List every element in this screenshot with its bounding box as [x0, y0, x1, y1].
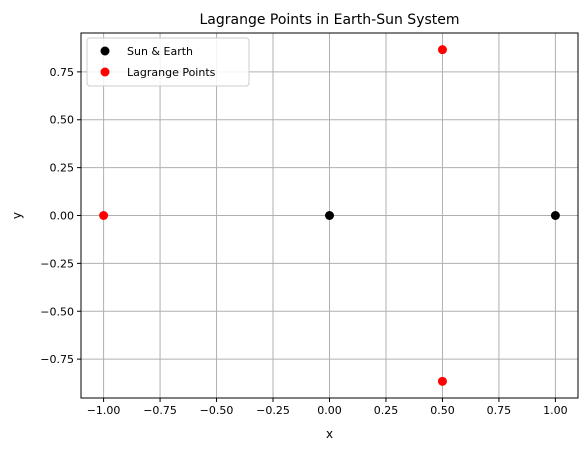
y-axis-label: y — [10, 212, 24, 219]
sun-earth-point — [325, 211, 334, 220]
y-tick-label: 0.75 — [50, 66, 75, 79]
sun-earth-point — [550, 211, 560, 220]
y-tick-label: −0.75 — [40, 353, 74, 366]
x-tick-label: −0.25 — [256, 404, 290, 417]
x-tick-label: −0.75 — [143, 404, 177, 417]
x-tick-label: 0.00 — [317, 404, 342, 417]
x-tick-label: 1.00 — [543, 404, 568, 417]
lagrange-point — [99, 211, 109, 220]
ticks-layer: −1.00 −0.75 −0.50 −0.25 0.00 0.25 0.50 0.75 1.00… — [40, 66, 567, 417]
x-axis-label: x — [326, 427, 333, 441]
points-layer — [99, 45, 560, 386]
x-tick-label: 0.50 — [430, 404, 455, 417]
y-tick-label: 0.00 — [50, 210, 75, 223]
y-tick-label: 0.25 — [50, 162, 75, 175]
y-tick-label: −0.50 — [40, 305, 74, 318]
x-tick-label: 0.25 — [374, 404, 399, 417]
legend-label: Sun & Earth — [127, 45, 193, 58]
chart-title: Lagrange Points in Earth-Sun System — [199, 12, 459, 28]
legend-marker — [100, 46, 110, 56]
y-tick-label: −0.25 — [40, 257, 74, 270]
lagrange-point — [437, 376, 447, 386]
x-tick-label: −0.50 — [200, 404, 234, 417]
legend: Sun & Earth Lagrange Points — [86, 37, 250, 87]
lagrange-point — [437, 45, 447, 55]
x-tick-label: 0.75 — [487, 404, 512, 417]
x-tick-label: −1.00 — [87, 404, 121, 417]
legend-marker — [100, 67, 110, 77]
legend-box — [86, 37, 250, 87]
y-tick-label: 0.50 — [50, 114, 75, 127]
legend-label: Lagrange Points — [127, 66, 216, 79]
